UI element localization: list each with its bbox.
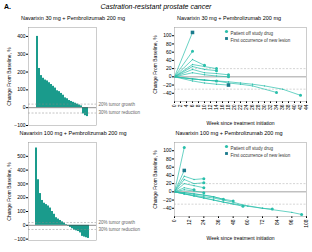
svg-text:12: 12: [186, 219, 192, 225]
svg-text:−40: −40: [163, 90, 172, 96]
svg-text:60: 60: [244, 219, 250, 225]
svg-text:32: 32: [267, 104, 274, 111]
svg-text:0: 0: [171, 219, 177, 222]
svg-text:40: 40: [166, 57, 172, 63]
svg-text:10: 10: [201, 104, 208, 111]
svg-text:Patient off study drug: Patient off study drug: [231, 31, 274, 36]
svg-text:48: 48: [230, 219, 236, 225]
svg-text:28: 28: [255, 104, 262, 111]
svg-text:−20: −20: [163, 82, 172, 88]
html-text:Navarixin 30 mg + Pembrolizuma: Navarixin 30 mg + Pembrolizumab 200 mg: [177, 15, 281, 21]
svg-text:30% tumor reduction: 30% tumor reduction: [99, 110, 141, 115]
svg-text:Week since treatment initiatio: Week since treatment initiation: [207, 120, 275, 126]
svg-text:300: 300: [17, 181, 26, 187]
svg-text:40: 40: [291, 104, 298, 111]
svg-text:300: 300: [17, 51, 26, 57]
svg-text:Change From Baseline, %: Change From Baseline, %: [152, 35, 158, 94]
svg-text:0: 0: [169, 188, 172, 194]
svg-text:4: 4: [183, 104, 190, 108]
svg-text:500: 500: [17, 153, 26, 159]
svg-text:Change From Baseline, %: Change From Baseline, %: [152, 150, 158, 209]
svg-text:Change From Baseline, %: Change From Baseline, %: [6, 162, 12, 221]
svg-text:44: 44: [303, 104, 309, 110]
svg-text:60: 60: [166, 164, 172, 170]
svg-text:108: 108: [303, 219, 309, 228]
svg-text:24: 24: [200, 219, 206, 225]
svg-text:38: 38: [285, 104, 292, 111]
svg-text:100: 100: [163, 32, 172, 38]
svg-text:30: 30: [261, 104, 268, 111]
svg-text:72: 72: [259, 219, 265, 225]
svg-text:2: 2: [177, 104, 184, 108]
svg-text:40: 40: [166, 172, 172, 178]
svg-text:200: 200: [17, 194, 26, 200]
svg-text:96: 96: [288, 219, 294, 225]
svg-text:First occurrence of new lesion: First occurrence of new lesion: [231, 153, 291, 158]
svg-text:Patient off study drug: Patient off study drug: [231, 146, 274, 151]
html-text:A.: A.: [4, 3, 11, 10]
svg-text:100: 100: [163, 147, 172, 153]
svg-text:12: 12: [207, 104, 214, 111]
svg-text:80: 80: [166, 41, 172, 47]
svg-text:42: 42: [297, 104, 304, 111]
svg-text:20% tumor growth: 20% tumor growth: [99, 102, 136, 107]
svg-text:14: 14: [213, 104, 220, 111]
svg-text:20% tumor growth: 20% tumor growth: [99, 220, 136, 225]
svg-text:−20: −20: [163, 197, 172, 203]
svg-text:0: 0: [171, 104, 178, 108]
svg-text:30% tumor reduction: 30% tumor reduction: [99, 227, 141, 232]
svg-text:−40: −40: [163, 205, 172, 211]
svg-text:100: 100: [17, 208, 26, 214]
svg-text:20: 20: [166, 180, 172, 186]
svg-text:6: 6: [189, 104, 196, 108]
svg-text:0: 0: [23, 104, 26, 110]
svg-text:34: 34: [273, 104, 280, 111]
svg-text:400: 400: [17, 33, 26, 39]
svg-text:20: 20: [231, 104, 238, 111]
svg-text:8: 8: [195, 104, 202, 108]
svg-text:36: 36: [279, 104, 286, 111]
svg-text:400: 400: [17, 167, 26, 173]
svg-text:80: 80: [166, 156, 172, 162]
svg-text:24: 24: [243, 104, 250, 111]
svg-text:60: 60: [166, 49, 172, 55]
html-text:Navarixin 30 mg + Pembrolizuma: Navarixin 30 mg + Pembrolizumab 200 mg: [21, 15, 125, 21]
svg-text:20: 20: [166, 65, 172, 71]
svg-text:100: 100: [17, 86, 26, 92]
svg-text:18: 18: [225, 104, 232, 111]
svg-text:26: 26: [249, 104, 256, 111]
html-text:Castration-resistant prostate: Castration-resistant prostate cancer: [100, 3, 212, 10]
svg-text:36: 36: [215, 219, 221, 225]
svg-text:−100: −100: [14, 122, 25, 128]
html-text:Navarixin 100 mg + Pembrolizum: Navarixin 100 mg + Pembrolizumab 200 mg: [175, 130, 283, 136]
svg-text:84: 84: [274, 219, 280, 225]
svg-text:22: 22: [237, 104, 244, 111]
svg-text:First occurrence of new lesion: First occurrence of new lesion: [231, 38, 291, 43]
svg-text:−100: −100: [14, 236, 25, 242]
svg-text:Week since treatment initiatio: Week since treatment initiation: [207, 235, 275, 241]
svg-text:0: 0: [23, 222, 26, 228]
html-text:Navarixin 100 mg + Pembrolizum: Navarixin 100 mg + Pembrolizumab 200 mg: [19, 130, 127, 136]
svg-text:0: 0: [169, 73, 172, 79]
svg-text:Change From Baseline, %: Change From Baseline, %: [6, 47, 12, 106]
svg-text:200: 200: [17, 69, 26, 75]
svg-text:16: 16: [219, 104, 226, 111]
